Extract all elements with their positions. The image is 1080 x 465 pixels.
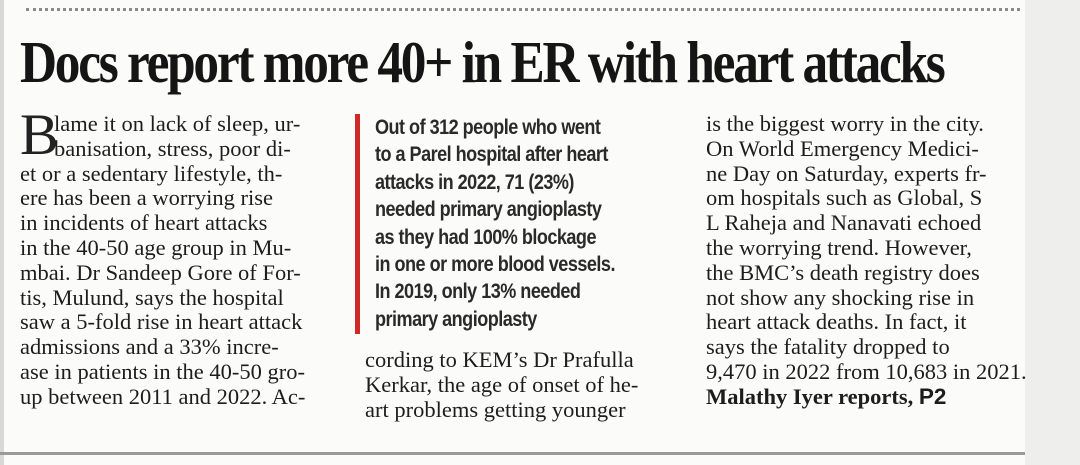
column-3-line: is the biggest worry in the city. xyxy=(706,111,984,136)
column-1-line: et or a sedentary lifestyle, th- xyxy=(20,160,283,186)
drop-cap-paragraph: B lame it on lack of sleep, ur- banisati… xyxy=(20,102,350,167)
column-3-line: On World Emergency Medici- xyxy=(706,135,979,161)
column-2-line: Kerkar, the age of onset of he- xyxy=(365,371,639,397)
column-2-line: cording to KEM’s Dr Prafulla xyxy=(365,347,634,372)
byline: Malathy Iyer reports, P2 xyxy=(706,383,1026,410)
column-1-line: mbai. Dr Sandeep Gore of For- xyxy=(20,259,301,285)
column-1-line: lame it on lack of sleep, ur- xyxy=(54,111,301,136)
column-1-line: ase in patients in the 40-50 gro- xyxy=(20,358,305,384)
column-3-line: ne Day on Saturday, experts fr- xyxy=(706,160,987,186)
bottom-rule xyxy=(0,452,1025,455)
pull-quote: Out of 312 people who went to a Parel ho… xyxy=(355,114,685,334)
pull-quote-red-bar xyxy=(355,114,360,334)
pull-quote-line: Out of 312 people who went xyxy=(375,116,601,139)
column-3-line: 9,470 in 2022 from 10,683 in 2021. xyxy=(706,358,1027,384)
pull-quote-line: as they had 100% blockage xyxy=(375,225,597,249)
column-3-line: not show any shocking rise in xyxy=(706,284,975,310)
page-reference: P2 xyxy=(918,383,947,409)
top-dotted-rule xyxy=(26,8,1020,11)
page-right-edge xyxy=(1025,0,1080,465)
pull-quote-line: needed primary angioplasty xyxy=(375,198,602,222)
pull-quote-line: In 2019, only 13% needed xyxy=(375,280,581,304)
column-3-line: om hospitals such as Global, S xyxy=(706,185,983,211)
pull-quote-line: to a Parel hospital after heart xyxy=(375,143,608,167)
column-1-line: banisation, stress, poor di- xyxy=(54,135,291,161)
column-1-line: saw a 5-fold rise in heart attack xyxy=(20,309,303,335)
column-3-line: heart attack deaths. In fact, it xyxy=(706,309,967,335)
pull-quote-line: in one or more blood vessels. xyxy=(375,253,615,277)
column-1: B lame it on lack of sleep, ur- banisati… xyxy=(20,102,350,410)
column-1-line: tis, Mulund, says the hospital xyxy=(20,284,284,310)
column-1-line: up between 2011 and 2022. Ac- xyxy=(20,383,306,409)
pull-quote-line: primary angioplasty xyxy=(375,307,537,331)
page-left-edge xyxy=(0,0,4,465)
drop-cap: B xyxy=(20,102,59,167)
column-3-line: says the fatality dropped to xyxy=(706,334,950,360)
column-2: cording to KEM’s Dr Prafulla Kerkar, the… xyxy=(365,347,685,422)
headline: Docs report more 40+ in ER with heart at… xyxy=(20,29,946,95)
column-3-line: L Raheja and Nanavati echoed xyxy=(706,210,982,236)
column-1-line: admissions and a 33% incre- xyxy=(20,334,279,360)
column-2-line: art problems getting younger xyxy=(365,396,626,422)
column-1-line: ere has been a worrying rise xyxy=(20,185,274,211)
column-3-line: the worrying trend. However, xyxy=(706,234,972,260)
column-1-line: in incidents of heart attacks xyxy=(20,210,268,236)
column-3-line: the BMC’s death registry does xyxy=(706,259,980,285)
byline-author: Malathy Iyer reports, xyxy=(706,383,914,409)
column-1-line: in the 40-50 age group in Mu- xyxy=(20,234,292,260)
column-3: is the biggest worry in the city. On Wor… xyxy=(706,111,1027,410)
pull-quote-line: attacks in 2022, 71 (23%) xyxy=(375,170,574,194)
pull-quote-text: Out of 312 people who went to a Parel ho… xyxy=(375,114,615,333)
